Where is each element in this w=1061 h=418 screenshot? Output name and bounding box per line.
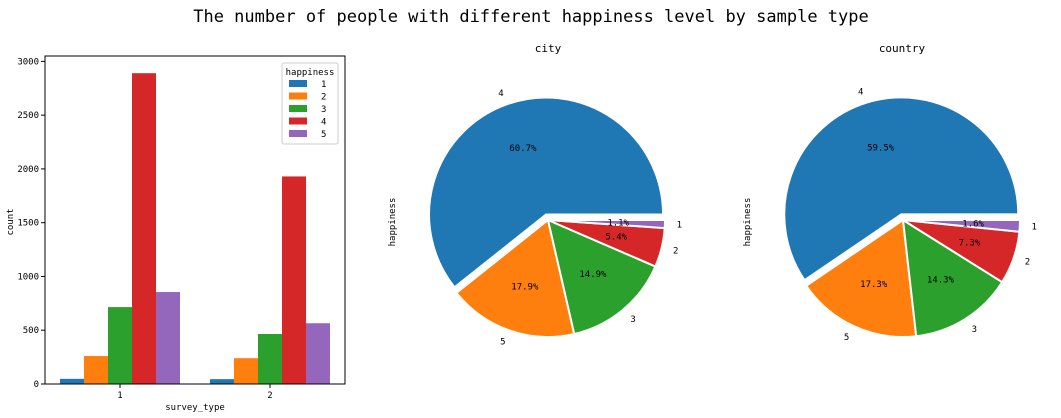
legend-swatch: [289, 80, 307, 87]
pie-pct-label: 17.3%: [860, 280, 888, 290]
y-tick-label: 3000: [17, 57, 39, 67]
pie-pct-label: 1.6%: [962, 220, 984, 230]
y-tick-label: 2500: [17, 111, 39, 121]
bar-happiness-5-type-1: [156, 292, 180, 384]
figure-title: The number of people with different happ…: [193, 7, 869, 27]
pie-pct-label: 60.7%: [509, 144, 537, 154]
bar-x-axis-label: survey_type: [165, 403, 225, 413]
pie-chart-country: country happiness 4 59.5% 5 17.3% 3 14.3% 2 7.3…: [743, 42, 1037, 343]
bar-happiness-4-type-2: [282, 176, 306, 384]
bar-happiness-5-type-2: [306, 323, 330, 384]
pie-pct-label: 14.3%: [927, 275, 955, 285]
legend-label: 4: [321, 118, 326, 128]
bar-y-ticks: 0 500 1000 1500 2000 2500 3000: [17, 57, 45, 390]
pie-city-marks: 4 60.7% 5 17.9% 3 14.9% 2 5.4% 1 1.1%: [428, 89, 682, 347]
legend-label: 5: [321, 130, 326, 140]
y-tick-label: 0: [34, 380, 39, 390]
pie-pct-label: 59.5%: [867, 143, 895, 153]
pie-slice-label: 1: [1032, 222, 1037, 232]
pie-pct-label: 14.9%: [579, 270, 607, 280]
bar-legend: happiness 1 2 3 4 5: [281, 62, 339, 145]
legend-label: 3: [321, 105, 326, 115]
pie-slice-label: 3: [630, 315, 635, 325]
bar-happiness-1-type-2: [210, 379, 234, 384]
legend-title: happiness: [286, 68, 335, 78]
bar-happiness-3-type-1: [108, 307, 132, 384]
bar-happiness-2-type-1: [84, 356, 108, 384]
x-tick-label: 2: [267, 391, 272, 401]
legend-swatch: [289, 105, 307, 112]
legend-swatch: [289, 117, 307, 125]
y-tick-label: 1000: [17, 272, 39, 282]
bar-marks: [60, 73, 330, 385]
bar-y-axis-label: count: [6, 208, 16, 235]
legend-label: 2: [321, 93, 326, 103]
y-tick-label: 1500: [17, 219, 39, 229]
legend-swatch: [289, 92, 307, 100]
pie-country-marks: 4 59.5% 5 17.3% 3 14.3% 2 7.3% 1 1.6%: [783, 87, 1037, 343]
legend-label: 1: [321, 80, 326, 90]
pie-slice-3: [546, 218, 657, 336]
pie-city-y-axis-label: happiness: [388, 198, 398, 247]
pie-slice-3: [901, 218, 1004, 338]
bar-happiness-2-type-2: [234, 358, 258, 384]
pie-pct-label: 7.3%: [959, 239, 981, 249]
bar-axes-frame: [44, 55, 346, 385]
pie-chart-city: city happiness 4 60.7% 5 17.9% 3 14.9% 2 5.4% 1 1…: [388, 42, 682, 347]
pie-slice-1: [547, 219, 667, 230]
pie-country-title: country: [879, 42, 926, 55]
pie-slice-label: 5: [844, 333, 849, 343]
bar-happiness-1-type-1: [60, 378, 84, 384]
pie-slice-5: [804, 218, 918, 338]
pie-slice-label: 5: [500, 337, 505, 347]
bar-chart: count survey_type 0500100015002000250030…: [6, 55, 346, 413]
x-tick-label: 1: [117, 391, 122, 401]
pie-slice-label: 4: [858, 87, 863, 97]
pie-slice-label: 2: [673, 246, 678, 256]
legend-swatch: [289, 130, 307, 137]
pie-slice-label: 3: [972, 325, 977, 335]
pie-country-y-axis-label: happiness: [743, 198, 753, 247]
y-tick-label: 500: [23, 326, 39, 336]
bar-happiness-3-type-2: [258, 333, 282, 384]
pie-pct-label: 1.1%: [607, 218, 629, 228]
bar-happiness-4-type-1: [132, 73, 156, 385]
y-tick-label: 2000: [17, 165, 39, 175]
pie-slice-4: [783, 96, 1020, 282]
pie-slice-label: 4: [498, 89, 503, 99]
pie-slice-5: [455, 218, 576, 338]
pie-slice-label: 1: [677, 220, 682, 230]
pie-slice-1: [902, 219, 1022, 233]
pie-pct-label: 17.9%: [511, 282, 539, 292]
pie-city-title: city: [535, 42, 562, 55]
pie-pct-label: 5.4%: [605, 233, 627, 243]
pie-slice-label: 2: [1025, 258, 1030, 268]
pie-slice-4: [428, 96, 665, 289]
legend-items: 1 2 3 4 5: [289, 80, 326, 140]
